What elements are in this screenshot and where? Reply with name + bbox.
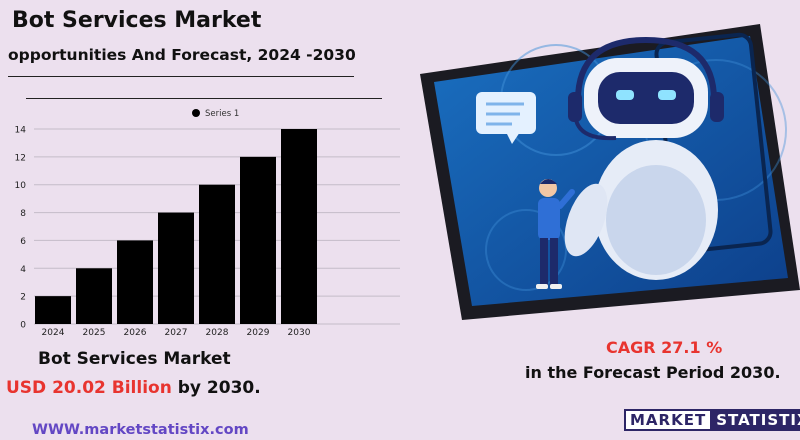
x-tick-label: 2029 [247, 328, 270, 338]
bar [281, 129, 317, 324]
bar [35, 296, 71, 324]
logo-part-statistix: STATISTIX [712, 409, 800, 431]
logo-part-market: MARKET [624, 409, 713, 431]
chat-bubble-icon [476, 92, 536, 144]
page-title: Bot Services Market [12, 8, 262, 33]
legend-label: Series 1 [205, 109, 239, 119]
title-divider [8, 76, 354, 77]
x-tick-label: 2025 [83, 328, 106, 338]
bar [117, 240, 153, 324]
bar-chart: 0 2 4 6 8 10 12 14 2024 2025 2026 2027 2028 2029 2030 S… [15, 109, 400, 338]
website-link[interactable]: WWW.marketstatistix.com [32, 422, 249, 438]
legend-marker [192, 109, 200, 117]
forecast-period: in the Forecast Period 2030. [525, 363, 781, 382]
y-tick-label: 10 [15, 181, 27, 191]
y-tick-label: 12 [15, 153, 26, 163]
bar [240, 156, 276, 324]
brand-logo: MARKET STATISTIX [624, 409, 800, 431]
market-value: USD 20.02 Billion [6, 378, 172, 398]
x-tick-label: 2028 [206, 328, 229, 338]
bar [158, 212, 194, 324]
page-subtitle: opportunities And Forecast, 2024 -2030 [8, 46, 356, 64]
robot-icon [564, 36, 724, 280]
market-value-suffix: by 2030. [171, 378, 261, 398]
robot-tablet-illustration [420, 24, 800, 320]
x-tick-label: 2024 [42, 328, 65, 338]
market-value-line: USD 20.02 Billion by 2030. [6, 378, 261, 398]
y-tick-label: 4 [20, 265, 26, 275]
cagr-label: CAGR 27.1 % [606, 338, 723, 357]
bar [76, 268, 112, 324]
y-tick-label: 0 [20, 321, 26, 331]
y-tick-label: 6 [20, 237, 26, 247]
market-name: Bot Services Market [38, 349, 231, 369]
y-tick-label: 8 [20, 209, 26, 219]
chart-divider [26, 98, 382, 99]
x-tick-label: 2027 [165, 328, 188, 338]
y-tick-label: 14 [15, 126, 27, 136]
bar [199, 184, 235, 324]
x-tick-label: 2026 [124, 328, 147, 338]
x-tick-label: 2030 [288, 328, 311, 338]
person-icon [536, 179, 575, 289]
y-tick-label: 2 [20, 293, 26, 303]
